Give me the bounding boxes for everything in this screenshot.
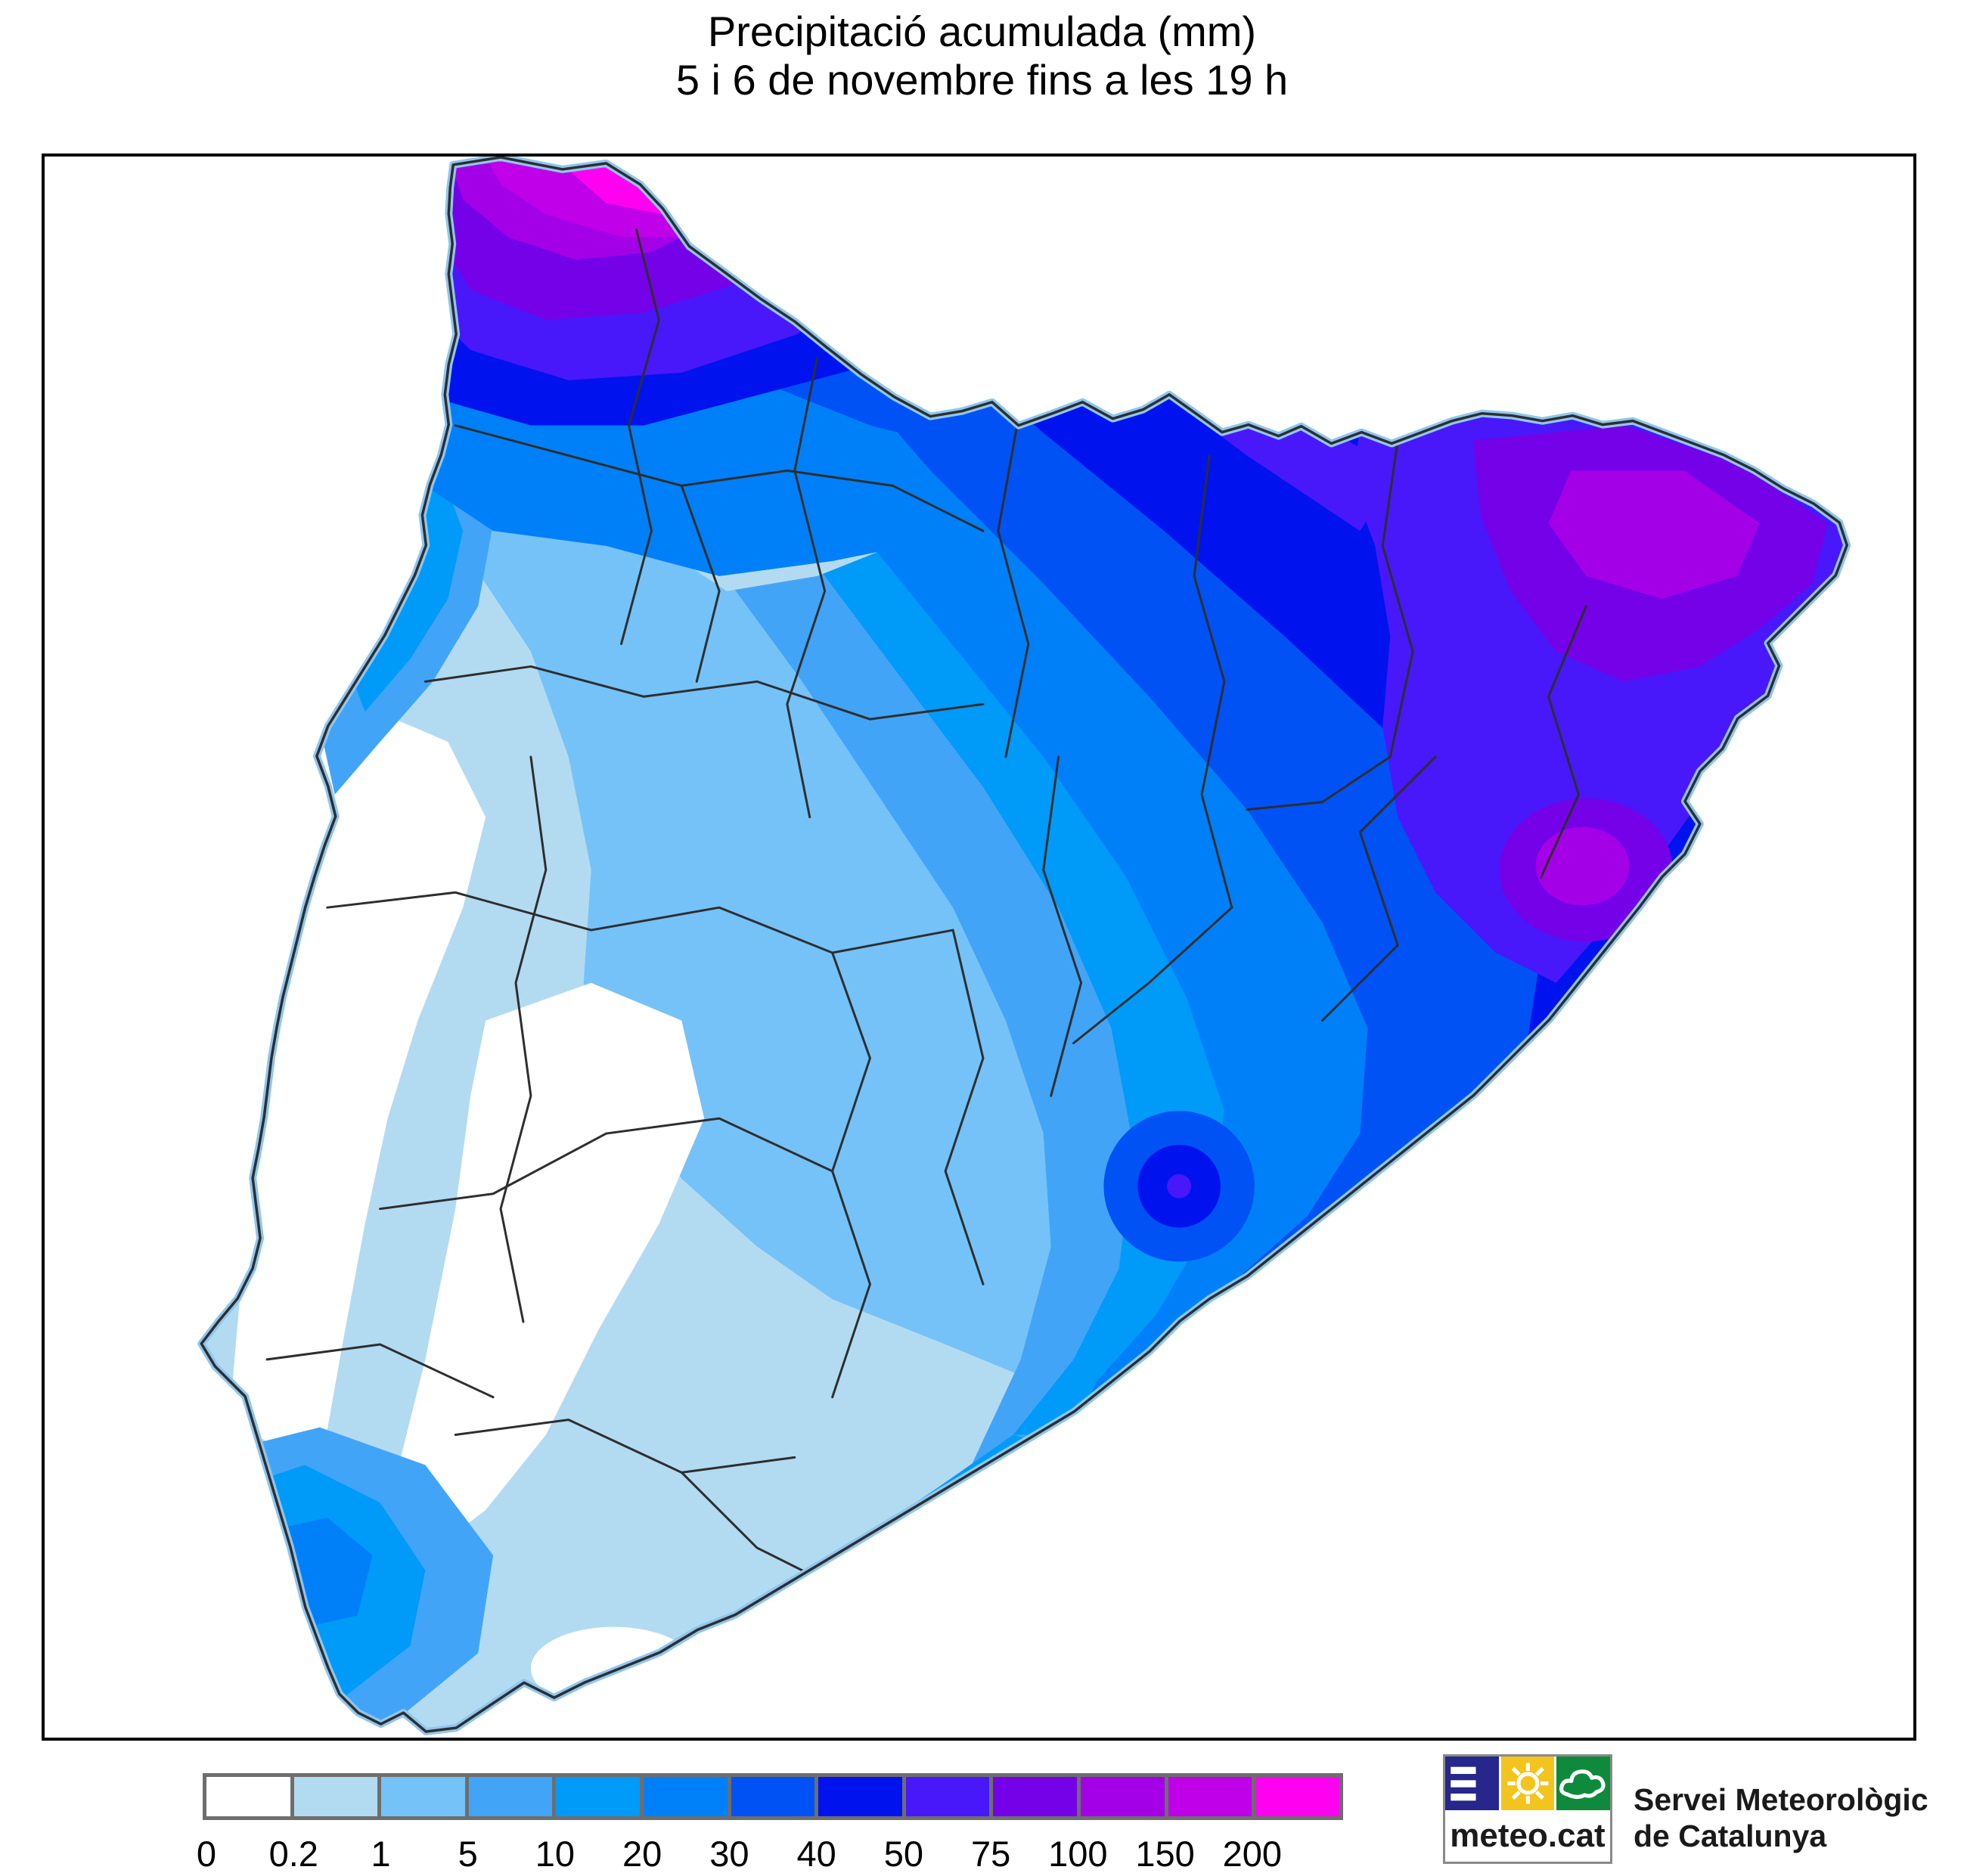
branding-line2: de Catalunya xyxy=(1634,1819,1827,1853)
legend-tick-label: 1 xyxy=(371,1834,391,1874)
page-subtitle: 5 i 6 de novembre fins a les 19 h xyxy=(675,56,1289,104)
page-title-block: Precipitació acumulada (mm) 5 i 6 de nov… xyxy=(0,8,1964,104)
legend-cell xyxy=(905,1777,990,1816)
logo-text: meteo.cat xyxy=(1450,1817,1606,1854)
legend-cell xyxy=(1168,1777,1252,1816)
branding-text: Servei Meteorològic de Catalunya xyxy=(1634,1781,1964,1854)
legend-cell xyxy=(381,1777,465,1816)
legend-cell xyxy=(556,1777,641,1816)
legend-scale xyxy=(203,1773,1343,1820)
precipitation-bands xyxy=(201,157,1848,1732)
branding-line1: Servei Meteorològic xyxy=(1634,1782,1928,1817)
map-frame xyxy=(42,153,1916,1741)
legend-cell xyxy=(993,1777,1078,1816)
comarca-borders xyxy=(265,228,1587,1587)
legend-tick-label: 200 xyxy=(1222,1834,1283,1874)
legend-tick-label: 0 xyxy=(196,1834,217,1874)
legend-tick-label: 5 xyxy=(458,1834,478,1874)
legend-cell xyxy=(293,1777,378,1816)
meteocat-logo: meteo.cat xyxy=(1443,1754,1612,1864)
page-title: Precipitació acumulada (mm) xyxy=(707,8,1257,55)
legend-cell xyxy=(1255,1777,1339,1816)
legend-cell xyxy=(644,1777,728,1816)
legend-tick-label: 10 xyxy=(535,1834,576,1874)
logo-bars-icon xyxy=(1445,1757,1499,1810)
legend-cell xyxy=(1081,1777,1165,1816)
cloud-icon xyxy=(1556,1757,1611,1810)
catalonia-precipitation-map xyxy=(45,157,1913,1738)
legend-tick-label: 100 xyxy=(1048,1834,1108,1874)
legend-cell xyxy=(206,1777,290,1816)
legend-tick-label: 20 xyxy=(622,1834,662,1874)
legend-tick-label: 40 xyxy=(796,1834,836,1874)
legend-cell xyxy=(731,1777,815,1816)
legend-tick-label: 0.2 xyxy=(268,1834,318,1874)
sun-icon xyxy=(1500,1757,1555,1810)
legend-tick-label: 50 xyxy=(883,1834,924,1874)
legend-tick-label: 75 xyxy=(970,1834,1011,1874)
legend-cell xyxy=(818,1777,902,1816)
logo-squares xyxy=(1445,1757,1611,1810)
legend-labels: 0 0.2 1 5 10 20 30 40 50 75 100 150 200 xyxy=(196,1833,1339,1875)
legend-tick-label: 30 xyxy=(709,1834,749,1874)
legend-cell xyxy=(468,1777,553,1816)
legend-tick-label: 150 xyxy=(1135,1834,1195,1874)
